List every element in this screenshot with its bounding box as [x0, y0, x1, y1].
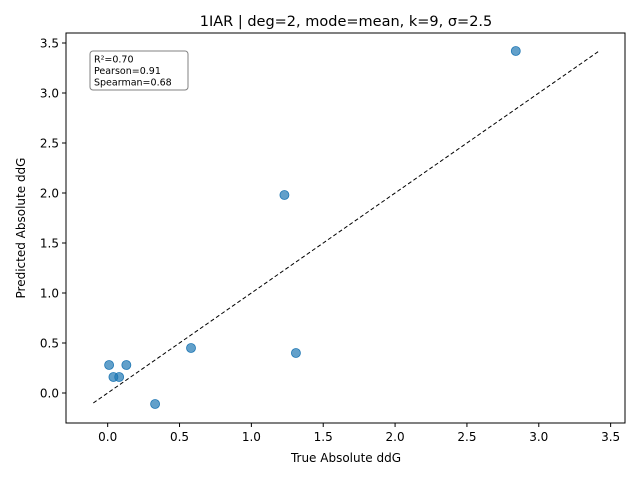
data-point — [186, 343, 196, 353]
identity-reference-line — [93, 50, 600, 404]
y-axis: 0.0 0.5 1.0 1.5 2.0 2.5 3.0 3.5 — [40, 37, 66, 401]
x-tick-label: 0.0 — [98, 430, 117, 444]
data-point — [291, 348, 301, 358]
y-tick-label: 0.5 — [40, 337, 59, 351]
y-tick-label: 1.0 — [40, 287, 59, 301]
x-tick-label: 1.5 — [314, 430, 333, 444]
y-tick-label: 0.0 — [40, 387, 59, 401]
plot-area-frame — [65, 32, 626, 424]
stats-pearson: Pearson=0.91 — [94, 66, 161, 77]
stats-r2: R²=0.70 — [94, 55, 134, 66]
x-tick-label: 3.5 — [601, 430, 620, 444]
data-points — [104, 46, 521, 409]
data-point — [114, 372, 125, 382]
x-tick-label: 3.0 — [529, 430, 548, 444]
data-point — [510, 46, 521, 56]
data-point — [104, 360, 115, 370]
x-tick-label: 2.0 — [386, 430, 405, 444]
data-point — [279, 190, 290, 200]
x-tick-label: 1.0 — [242, 430, 261, 444]
y-tick-label: 3.0 — [40, 87, 59, 101]
x-tick-label: 2.5 — [457, 430, 476, 444]
x-tick-label: 0.5 — [170, 430, 189, 444]
chart-title: 1IAR | deg=2, mode=mean, k=9, σ=2.5 — [200, 14, 493, 30]
x-axis-label: True Absolute ddG — [290, 451, 401, 465]
x-axis: 0.0 0.5 1.0 1.5 2.0 2.5 3.0 3.5 — [98, 423, 620, 444]
y-tick-label: 2.0 — [40, 187, 59, 201]
stats-spearman: Spearman=0.68 — [94, 78, 172, 89]
y-tick-label: 3.5 — [40, 37, 59, 51]
stats-box-frame — [89, 50, 189, 91]
data-point — [150, 399, 160, 409]
y-tick-label: 2.5 — [40, 137, 59, 151]
stats-box: R²=0.70 Pearson=0.91 Spearman=0.68 — [89, 50, 189, 91]
y-tick-label: 1.5 — [40, 237, 59, 251]
data-point — [121, 360, 132, 370]
y-axis-label: Predicted Absolute ddG — [14, 158, 28, 299]
